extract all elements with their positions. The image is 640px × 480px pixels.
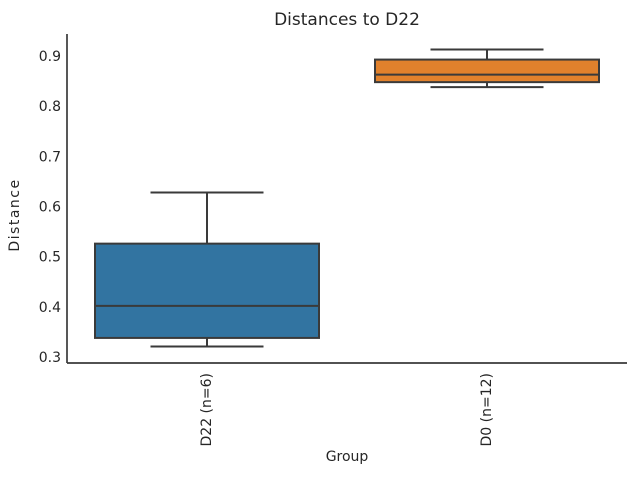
iqr-box <box>94 242 320 339</box>
x-axis-label: Group <box>326 449 369 465</box>
y-tick-label: 0.5 <box>39 250 61 266</box>
y-tick-label: 0.9 <box>39 49 61 65</box>
box-group-2: D0 (n=12) <box>374 48 600 446</box>
y-tick-label: 0.6 <box>39 200 61 216</box>
x-tick-label: D22 (n=6) <box>199 373 215 446</box>
y-axis-label: Distance <box>7 178 23 251</box>
iqr-box <box>374 58 600 84</box>
plot-area: 0.3 0.4 0.5 0.6 0.7 0.8 0.9 D22 (n=6) D0 (n=12) <box>39 34 627 446</box>
box-group-1: D22 (n=6) <box>94 191 320 446</box>
y-tick-label: 0.7 <box>39 149 61 165</box>
y-tick-label: 0.4 <box>39 300 61 316</box>
chart-title: Distances to D22 <box>274 10 420 30</box>
y-tick-label: 0.8 <box>39 99 61 115</box>
x-tick-label: D0 (n=12) <box>479 373 495 446</box>
y-tick-label: 0.3 <box>39 350 61 366</box>
